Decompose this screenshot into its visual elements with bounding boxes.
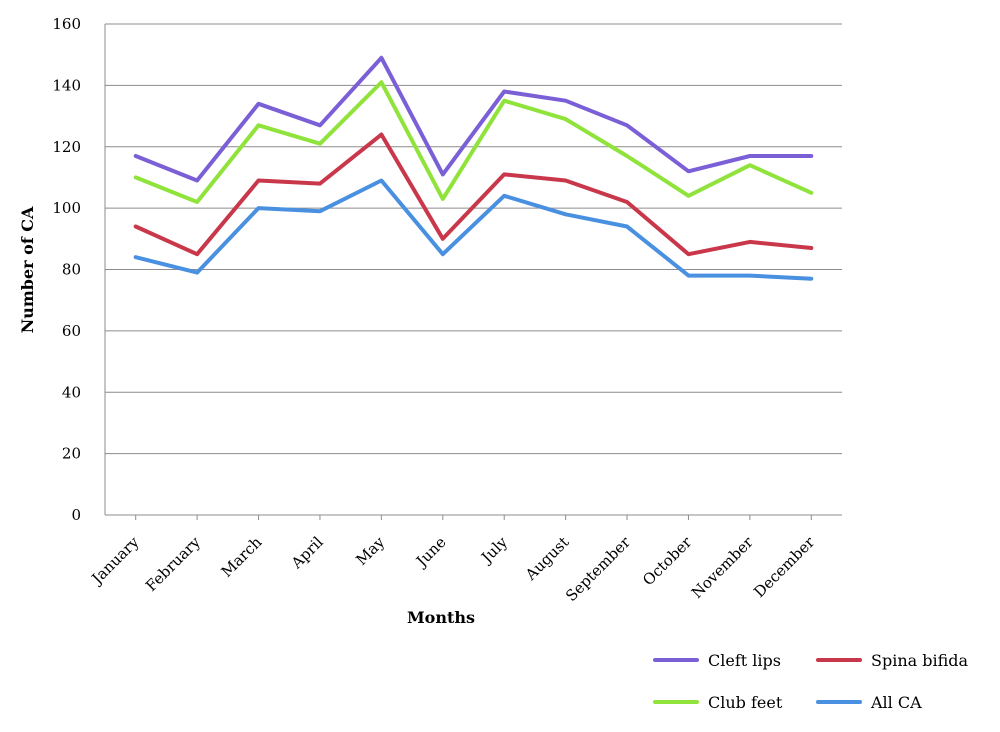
legend-label: Cleft lips bbox=[708, 651, 781, 670]
y-tick-label: 100 bbox=[52, 199, 81, 217]
y-tick-label: 120 bbox=[52, 138, 81, 156]
y-tick-label: 0 bbox=[71, 506, 81, 524]
y-tick-label: 20 bbox=[62, 445, 81, 463]
y-tick-label: 80 bbox=[62, 261, 81, 279]
legend-item: Club feet bbox=[653, 693, 783, 712]
y-tick-label: 160 bbox=[52, 15, 81, 33]
series-line-club-feet bbox=[133, 80, 814, 204]
legend-label: Spina bifida bbox=[871, 651, 969, 670]
series-line-cleft-lips bbox=[133, 55, 814, 183]
x-tick-label: April bbox=[287, 533, 327, 573]
tick-labels: 0 20 40 60 80 100 120 140 160 January February Marc… bbox=[52, 15, 818, 605]
legend-item: Spina bifida bbox=[816, 651, 969, 670]
x-tick-label: October bbox=[639, 533, 696, 590]
series-line-all-ca bbox=[133, 178, 814, 281]
axes bbox=[104, 24, 842, 520]
x-tick-label: May bbox=[352, 533, 388, 569]
grid-lines bbox=[105, 23, 842, 455]
series-lines bbox=[133, 55, 814, 281]
x-tick-label: July bbox=[476, 533, 511, 568]
x-tick-label: March bbox=[218, 533, 266, 581]
x-tick-label: August bbox=[521, 533, 572, 584]
x-tick-label: January bbox=[87, 533, 143, 589]
series-line-spina-bifida bbox=[133, 132, 814, 257]
x-tick-label: November bbox=[688, 533, 757, 602]
legend: Cleft lips Spina bifida Club feet All CA bbox=[653, 651, 969, 712]
x-tick-label: December bbox=[750, 533, 819, 602]
y-tick-label: 60 bbox=[62, 322, 81, 340]
legend-item: Cleft lips bbox=[653, 651, 781, 670]
x-tick-label: June bbox=[411, 533, 449, 571]
legend-item: All CA bbox=[816, 693, 922, 712]
legend-label: Club feet bbox=[708, 693, 783, 712]
x-tick-label: September bbox=[562, 533, 634, 605]
y-tick-label: 40 bbox=[62, 383, 81, 401]
x-tick-label: February bbox=[142, 533, 204, 595]
y-tick-label: 140 bbox=[52, 76, 81, 94]
y-axis-title: Number of CA bbox=[18, 206, 37, 333]
x-axis-title: Months bbox=[407, 608, 475, 627]
legend-label: All CA bbox=[870, 693, 922, 712]
